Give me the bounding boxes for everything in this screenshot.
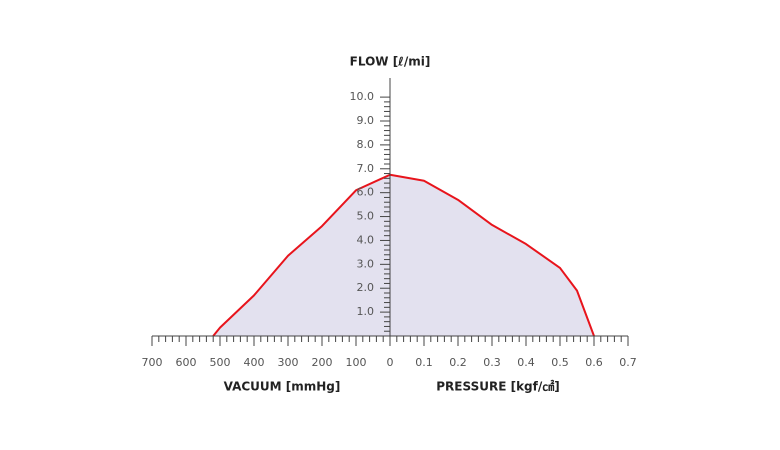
x-tick-label: 0.4 [517, 356, 535, 369]
y-axis-title: FLOW [ℓ/mi] [350, 55, 431, 69]
x-tick-label: 0.3 [483, 356, 501, 369]
x-tick-label: 0.7 [619, 356, 637, 369]
x-tick-label: 300 [278, 356, 299, 369]
y-tick-label: 5.0 [357, 210, 375, 223]
x-axis-title-pressure: PRESSURE [kgf/㎠] [436, 379, 559, 394]
area-fill [390, 174, 594, 336]
y-tick-label: 3.0 [357, 257, 375, 270]
flow-line [389, 173, 595, 337]
x-tick-label: 0 [387, 356, 394, 369]
area-fill [213, 174, 390, 336]
x-tick-label: 200 [312, 356, 333, 369]
x-tick-label: 0.2 [449, 356, 467, 369]
x-tick-label: 500 [210, 356, 231, 369]
x-tick-label: 0.6 [585, 356, 603, 369]
y-tick-label: 8.0 [357, 138, 375, 151]
y-tick-label: 2.0 [357, 281, 375, 294]
y-tick-label: 10.0 [350, 90, 375, 103]
x-tick-label: 0.5 [551, 356, 569, 369]
x-axis-title-vacuum: VACUUM [mmHg] [224, 380, 341, 394]
flow-line [212, 173, 391, 337]
x-tick-label: 100 [346, 356, 367, 369]
y-tick-label: 6.0 [357, 186, 375, 199]
x-tick-label: 0.1 [415, 356, 433, 369]
y-tick-label: 4.0 [357, 233, 375, 246]
x-tick-label: 400 [244, 356, 265, 369]
y-tick-label: 9.0 [357, 114, 375, 127]
x-tick-label: 600 [176, 356, 197, 369]
y-tick-label: 1.0 [357, 305, 375, 318]
y-tick-label: 7.0 [357, 162, 375, 175]
x-tick-label: 700 [142, 356, 163, 369]
